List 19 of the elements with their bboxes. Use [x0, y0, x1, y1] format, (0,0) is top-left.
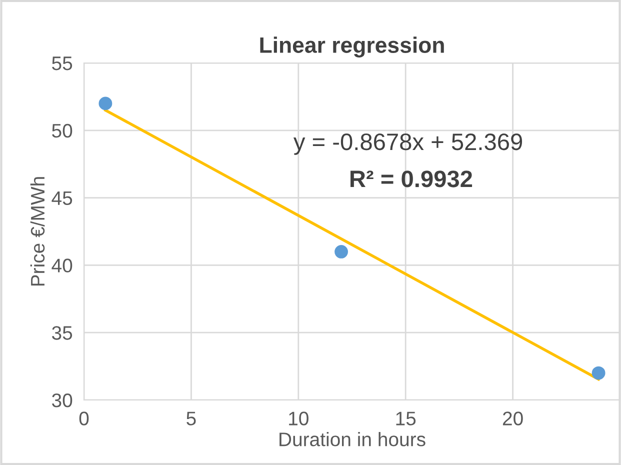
point [98, 96, 112, 110]
x-tick-label: 0 [79, 412, 89, 426]
y-tick-label: 30 [52, 393, 72, 408]
point [334, 245, 348, 258]
y-tick-label: 35 [52, 326, 72, 340]
y-axis-title: Price €/MWh [30, 177, 45, 286]
x-tick-label: 5 [186, 412, 196, 426]
annotation: R² = 0.9932 [350, 170, 472, 188]
x-tick-label: 15 [396, 412, 416, 426]
y-tick-label: 45 [52, 191, 72, 206]
y-tick-label: 50 [52, 124, 72, 138]
x-tick-label: 20 [502, 412, 523, 426]
annotation: y = -0.8678x + 52.369 [293, 134, 522, 155]
x-axis-title: Duration in hours [280, 432, 426, 446]
y-tick-label: 55 [52, 56, 72, 70]
chart-title: Linear regression [260, 36, 444, 58]
x-tick-label: 10 [289, 412, 308, 426]
y-tick-label: 40 [52, 258, 72, 272]
point [592, 366, 606, 380]
